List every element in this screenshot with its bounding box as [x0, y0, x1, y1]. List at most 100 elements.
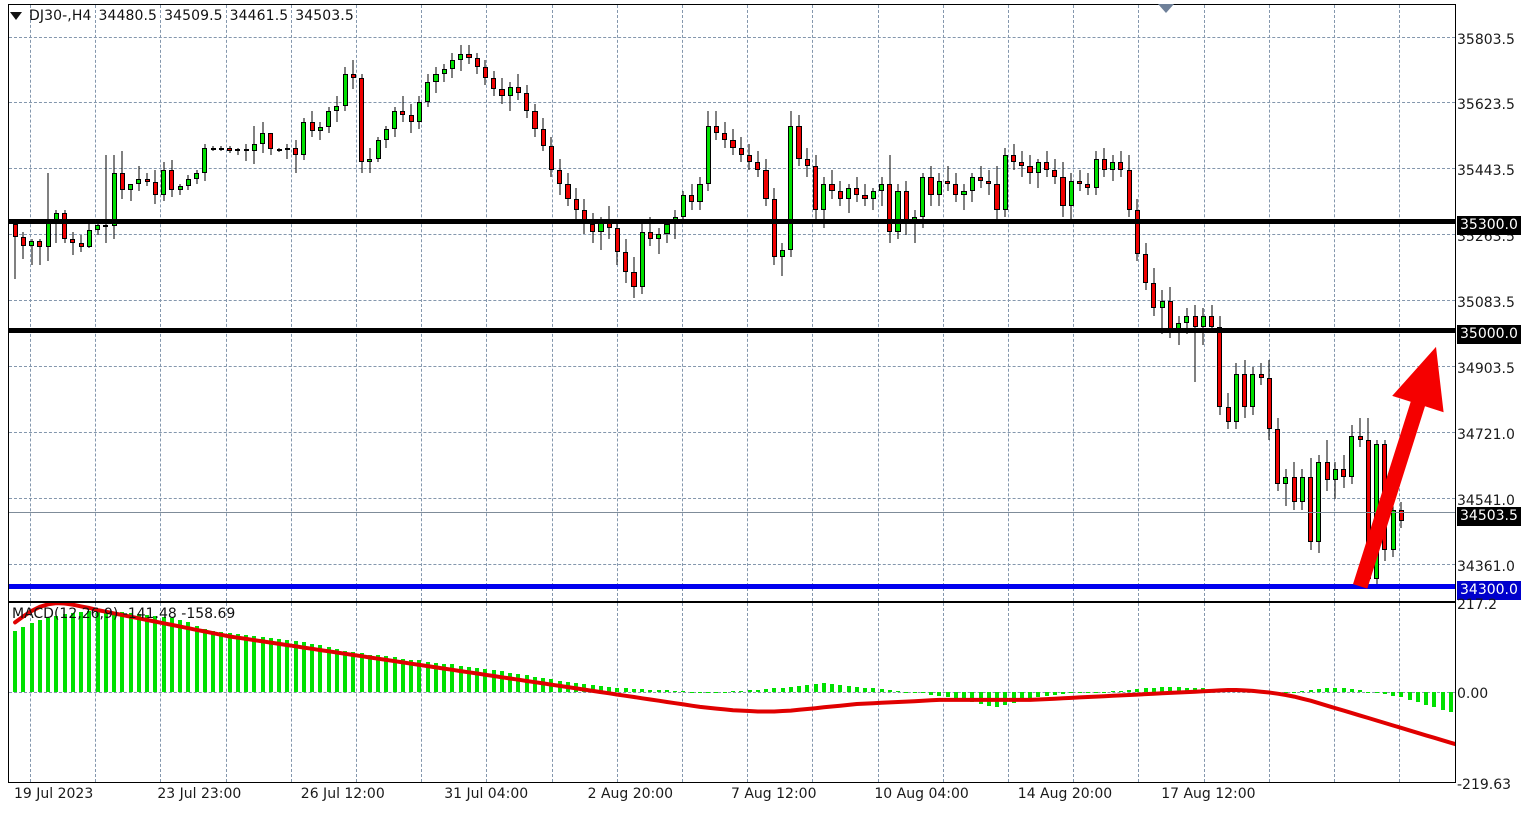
ohlc-high: 34509.5: [164, 8, 223, 24]
macd-histogram-bar: [169, 618, 174, 693]
resistance-35300[interactable]: [9, 218, 1455, 224]
candlestick: [86, 5, 92, 601]
trend-arrow-annotation[interactable]: [9, 5, 1455, 601]
triangle-down-marker-icon[interactable]: [1158, 4, 1174, 13]
candle-body-bullish: [317, 127, 323, 132]
support-34300[interactable]: [9, 584, 1455, 590]
candle-body-bearish: [532, 111, 538, 130]
price-axis-badge-level-black[interactable]: 35000.0: [1457, 325, 1521, 345]
candlestick: [738, 5, 744, 601]
candlestick: [878, 5, 885, 601]
macd-histogram-bar: [112, 611, 117, 693]
macd-histogram-bar: [87, 610, 92, 693]
candle-body-bullish: [507, 87, 513, 97]
price-axis-badge-level-blue[interactable]: 34300.0: [1457, 581, 1521, 601]
macd-pane[interactable]: MACD(12,26,9) -141.48 -158.69: [9, 602, 1455, 782]
candlestick: [1068, 5, 1074, 601]
candle-wick: [130, 184, 132, 201]
candlestick: [29, 5, 35, 601]
macd-histogram-bar: [1341, 688, 1346, 693]
candle-body-bearish: [408, 114, 414, 122]
candle-body-bullish: [111, 173, 117, 227]
macd-histogram-bar: [310, 643, 315, 693]
last-price-34503[interactable]: [9, 511, 1455, 513]
macd-histogram-bar: [797, 685, 801, 693]
macd-histogram-bar: [1184, 687, 1189, 693]
candlestick: [812, 5, 819, 601]
macd-histogram-bar: [442, 663, 447, 693]
candle-body-bullish: [664, 224, 670, 234]
candlestick: [1019, 5, 1025, 601]
candlestick: [243, 5, 249, 601]
time-axis-tick: 10 Aug 04:00: [874, 786, 969, 802]
candle-wick: [781, 242, 783, 276]
macd-histogram-bar: [343, 651, 348, 693]
candlestick: [12, 5, 18, 601]
candlestick: [779, 5, 786, 601]
macd-histogram-bar: [384, 656, 389, 693]
candlestick: [1010, 5, 1017, 601]
resistance-35000[interactable]: [9, 328, 1455, 334]
macd-histogram-bar: [37, 620, 42, 693]
candle-body-bearish: [1217, 326, 1223, 408]
candle-body-bullish: [1316, 462, 1322, 543]
chart-frame[interactable]: MACD(12,26,9) -141.48 -158.69: [8, 4, 1456, 783]
macd-histogram-bar: [1036, 692, 1041, 698]
candlestick: [895, 5, 901, 601]
candlestick: [392, 5, 398, 601]
candle-body-bearish: [722, 132, 728, 141]
macd-histogram-bar: [706, 692, 711, 694]
candlestick: [334, 5, 340, 601]
macd-histogram-bar: [1028, 692, 1033, 700]
candle-body-bearish: [103, 225, 109, 228]
candlestick: [961, 5, 967, 601]
price-axis-tick: 34903.5: [1457, 360, 1515, 377]
candle-body-bullish: [1159, 301, 1165, 309]
candlestick: [416, 5, 422, 601]
price-axis-badge-level-black[interactable]: 35300.0: [1457, 215, 1521, 235]
candlestick: [1332, 5, 1338, 601]
macd-histogram-bar: [483, 668, 488, 693]
candle-body-bearish: [903, 191, 909, 225]
candlestick: [1390, 5, 1396, 601]
candlestick: [746, 5, 753, 601]
macd-histogram-bar: [607, 686, 612, 693]
candlestick: [276, 5, 282, 601]
candle-body-bullish: [1002, 154, 1008, 210]
candlestick: [1324, 5, 1330, 601]
candlestick: [20, 5, 26, 601]
macd-histogram-bar: [1085, 692, 1090, 694]
candlestick: [62, 5, 68, 601]
candle-wick: [14, 220, 16, 280]
price-axis-badge-last-price[interactable]: 34503.5: [1457, 506, 1521, 526]
candle-wick: [1161, 290, 1163, 335]
candle-wick: [1037, 158, 1039, 188]
candle-body-bullish: [392, 111, 398, 130]
candle-body-bullish: [1250, 374, 1256, 408]
candle-body-bullish: [301, 122, 307, 155]
candlestick: [845, 5, 852, 601]
macd-histogram-bar: [714, 692, 719, 694]
macd-histogram-bar: [1052, 692, 1057, 695]
macd-histogram-bar: [739, 690, 744, 693]
arrow-shape[interactable]: [1353, 346, 1444, 589]
candlestick: [524, 5, 530, 601]
macd-histogram-bar: [21, 626, 26, 693]
candlestick: [862, 5, 868, 601]
chart-header: DJ30-,H4 34480.5 34509.5 34461.5 34503.5: [10, 8, 354, 24]
time-axis[interactable]: 19 Jul 2023 23 Jul 23:00 26 Jul 12:00 31 Ju…: [8, 784, 1456, 810]
macd-histogram-bar: [623, 688, 628, 693]
candle-body-bullish: [326, 111, 332, 128]
price-axis[interactable]: 35803.5 35623.5 35443.5 35263.5 35083.5 34903…: [1457, 4, 1526, 792]
triangle-down-icon[interactable]: [10, 12, 22, 20]
candlestick: [375, 5, 381, 601]
macd-histogram-bar: [772, 688, 777, 693]
candle-body-bullish: [251, 143, 257, 151]
candlestick: [177, 5, 183, 601]
candle-body-bullish: [202, 147, 208, 174]
candle-body-bullish: [936, 180, 942, 196]
macd-histogram-bar: [640, 689, 645, 693]
macd-histogram-bar: [54, 616, 59, 693]
price-pane[interactable]: [9, 5, 1455, 601]
candlestick: [284, 5, 290, 601]
